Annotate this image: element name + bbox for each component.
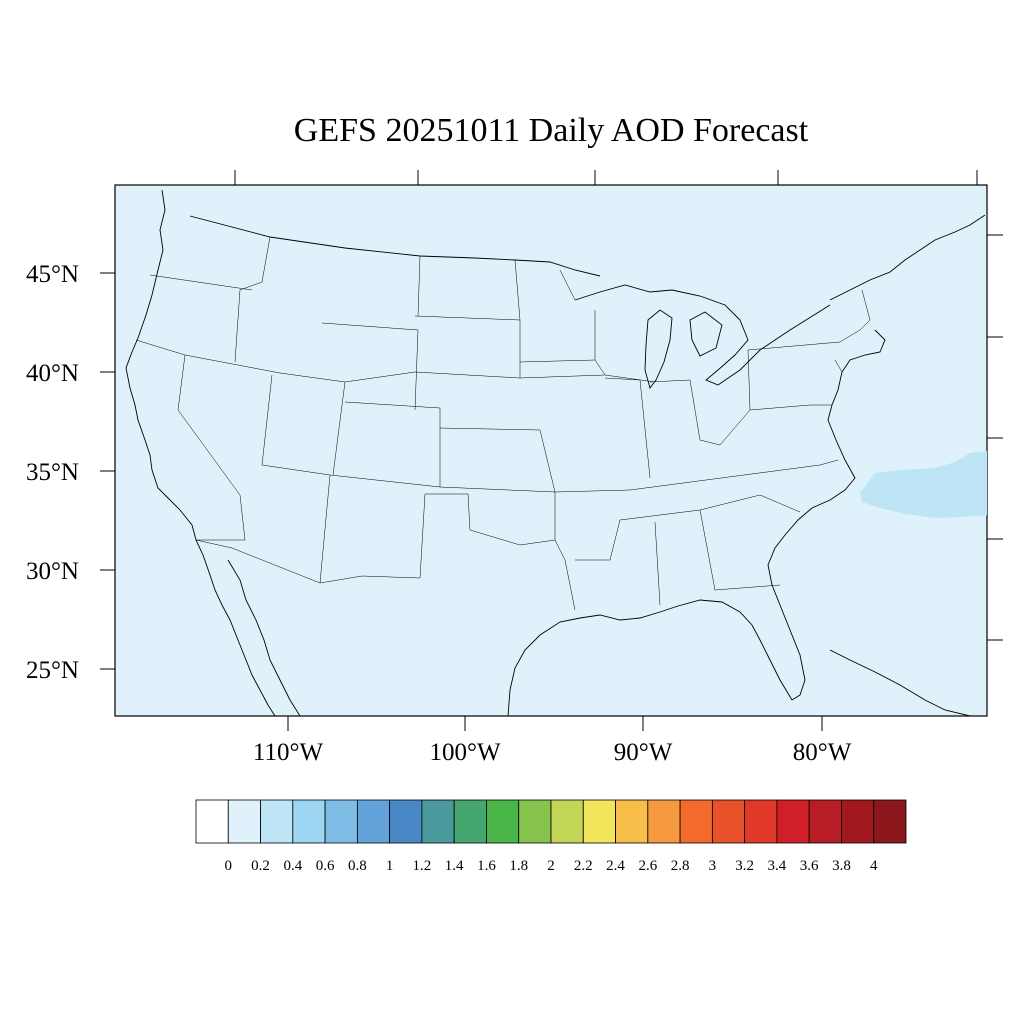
lon-label-90w: 90°W [614, 739, 673, 766]
colorbar-label: 2.6 [638, 858, 657, 874]
colorbar-label: 2 [547, 858, 555, 874]
lat-label-40: 40°N [26, 360, 79, 387]
colorbar-swatch [389, 799, 423, 844]
colorbar-label: 3.8 [832, 858, 851, 874]
lat-label-30: 30°N [26, 558, 79, 585]
colorbar-swatch [711, 799, 746, 844]
lon-label-110w: 110°W [253, 739, 324, 766]
map-title: GEFS 20251011 Daily AOD Forecast [294, 112, 809, 149]
colorbar-swatch [356, 799, 391, 844]
colorbar-swatch [324, 799, 358, 844]
latitude-labels: 45°N 40°N 35°N 30°N 25°N [26, 261, 79, 684]
colorbar-swatch [421, 799, 455, 844]
colorbar-label: 2.4 [606, 858, 625, 874]
colorbar-label: 0.6 [316, 858, 335, 874]
atlantic-aod-patch [860, 451, 987, 518]
lat-label-25: 25°N [26, 657, 79, 684]
colorbar-label: 3.6 [800, 858, 819, 874]
colorbar-swatch [453, 799, 487, 844]
coastlines-and-borders [125, 189, 986, 716]
map-frame [114, 184, 988, 717]
lat-label-45: 45°N [26, 261, 79, 288]
colorbar-label: 0 [225, 858, 233, 874]
colorbar-swatch [582, 799, 616, 844]
colorbar-swatch [518, 799, 552, 844]
colorbar-swatch [292, 799, 326, 844]
colorbar-label: 3.4 [768, 858, 787, 874]
colorbar [195, 799, 907, 844]
colorbar-label: 3.2 [735, 858, 754, 874]
colorbar-label: 3 [709, 858, 717, 874]
colorbar-label: 0.2 [251, 858, 270, 874]
longitude-labels: 110°W 100°W 90°W 80°W [253, 739, 852, 766]
colorbar-swatch [841, 799, 875, 844]
lat-label-35: 35°N [26, 459, 79, 486]
colorbar-label: 1.8 [509, 858, 528, 874]
colorbar-label: 2.8 [671, 858, 690, 874]
colorbar-label: 1.2 [413, 858, 432, 874]
colorbar-swatch [486, 799, 520, 844]
state-borders [135, 236, 871, 611]
colorbar-swatch [550, 799, 584, 844]
colorbar-swatch [776, 799, 810, 844]
lon-label-80w: 80°W [793, 739, 852, 766]
colorbar-swatch [615, 799, 649, 844]
colorbar-swatch [195, 799, 229, 844]
colorbar-label: 2.2 [574, 858, 593, 874]
colorbar-label: 1 [386, 858, 394, 874]
colorbar-label: 0.4 [283, 858, 302, 874]
colorbar-swatch [873, 799, 907, 844]
colorbar-swatch [808, 799, 842, 844]
colorbar-labels: 0 0.2 0.4 0.6 0.8 1 1.2 1.4 1.6 1.8 2 2.2 2.4 2.6 2.8 3… [225, 858, 878, 874]
lon-label-100w: 100°W [429, 739, 500, 766]
colorbar-label: 1.4 [445, 858, 464, 874]
colorbar-label: 4 [870, 858, 878, 874]
colorbar-swatch [744, 799, 778, 844]
colorbar-swatch [679, 799, 713, 844]
colorbar-swatch [647, 799, 681, 844]
map-ticks [100, 170, 1003, 731]
colorbar-label: 0.8 [348, 858, 367, 874]
colorbar-label: 1.6 [477, 858, 496, 874]
colorbar-swatch [227, 799, 261, 844]
colorbar-swatch [260, 799, 294, 844]
